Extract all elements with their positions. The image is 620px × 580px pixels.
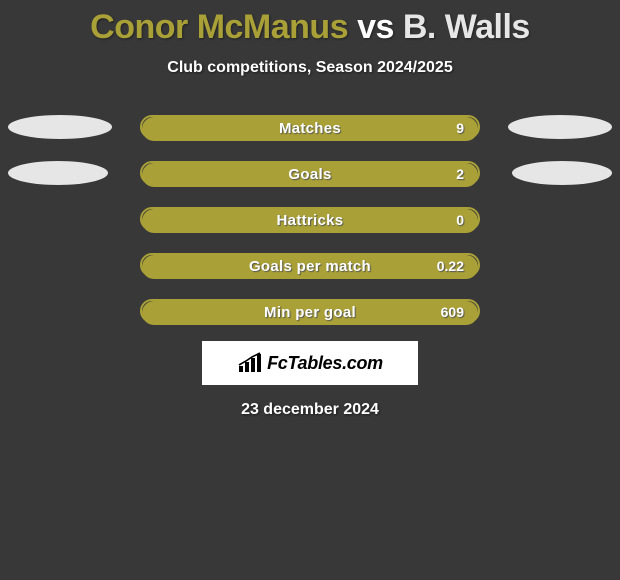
bar-value: 609 — [441, 304, 464, 320]
bar-value: 2 — [456, 166, 464, 182]
bar-label: Hattricks — [142, 212, 478, 229]
subtitle: Club competitions, Season 2024/2025 — [0, 59, 620, 77]
chart-icon — [237, 352, 263, 374]
stat-rows-container: Matches9Goals2Hattricks0Goals per match0… — [0, 115, 620, 323]
right-ellipse — [508, 115, 612, 139]
bar-container: Hattricks0 — [140, 207, 480, 231]
page-title: Conor McManus vs B. Walls — [0, 0, 620, 47]
bar-label: Min per goal — [142, 304, 478, 321]
bar-label: Matches — [142, 120, 478, 137]
stat-row: Hattricks0 — [0, 207, 620, 231]
title-player1: Conor McManus — [90, 8, 348, 46]
stat-row: Goals2 — [0, 161, 620, 185]
stat-row: Goals per match0.22 — [0, 253, 620, 277]
bar-value: 9 — [456, 120, 464, 136]
bar-label: Goals per match — [142, 258, 478, 275]
title-vs: vs — [357, 8, 394, 46]
bar-label: Goals — [142, 166, 478, 183]
left-ellipse — [8, 161, 108, 185]
logo-box: FcTables.com — [202, 341, 418, 385]
bar-value: 0 — [456, 212, 464, 228]
right-ellipse — [512, 161, 612, 185]
left-ellipse — [8, 115, 112, 139]
bar-container: Goals2 — [140, 161, 480, 185]
stat-row: Matches9 — [0, 115, 620, 139]
logo-text: FcTables.com — [267, 353, 383, 374]
bar-container: Min per goal609 — [140, 299, 480, 323]
bar-container: Goals per match0.22 — [140, 253, 480, 277]
title-player2: B. Walls — [403, 8, 530, 46]
stat-row: Min per goal609 — [0, 299, 620, 323]
bar-container: Matches9 — [140, 115, 480, 139]
bar-value: 0.22 — [437, 258, 464, 274]
date-text: 23 december 2024 — [0, 401, 620, 419]
